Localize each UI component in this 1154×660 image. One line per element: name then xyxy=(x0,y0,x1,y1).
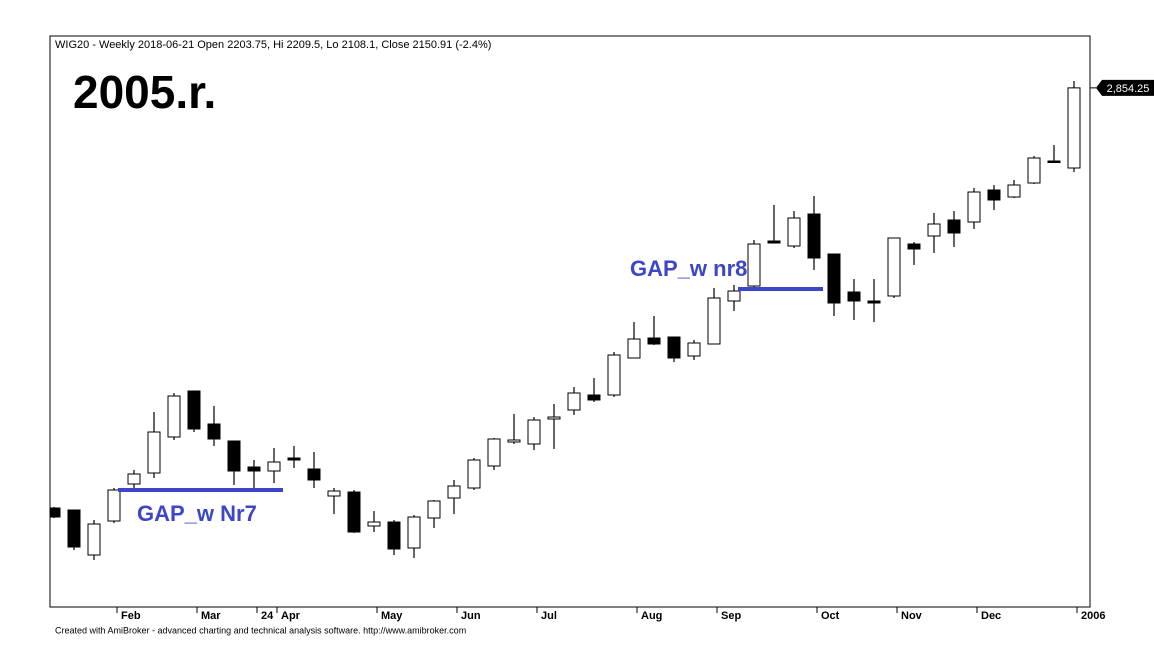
candle-body xyxy=(167,395,181,438)
x-tick-label: Aug xyxy=(641,610,662,622)
candle-body xyxy=(247,466,261,472)
candle-body xyxy=(207,423,221,440)
candle-body xyxy=(947,219,961,234)
x-tick-label: 2006 xyxy=(1081,610,1105,622)
candle-body xyxy=(1007,184,1021,198)
x-tick-label: Feb xyxy=(121,610,141,622)
candle-body xyxy=(307,468,321,481)
candle-body xyxy=(467,459,481,489)
candle-body xyxy=(647,337,661,345)
x-tick-label: Sep xyxy=(721,610,741,622)
candle-body xyxy=(907,243,921,250)
price-label: 2,854.25 xyxy=(1107,83,1150,95)
candle-body xyxy=(1047,160,1061,163)
candle-body xyxy=(107,489,121,522)
candle-body xyxy=(707,297,721,345)
candle-body xyxy=(1027,157,1041,184)
candle-body xyxy=(67,509,81,548)
candle-body xyxy=(627,338,641,359)
x-tick-label: Apr xyxy=(281,610,301,622)
price-label-box xyxy=(1096,79,1154,96)
candle-body xyxy=(267,461,281,472)
x-tick-label: Mar xyxy=(201,610,221,622)
candle-body xyxy=(487,438,501,467)
candle-body xyxy=(1067,87,1081,169)
candle-body xyxy=(607,354,621,396)
candle-body xyxy=(87,523,101,556)
candle-body xyxy=(847,291,861,302)
candle-body xyxy=(367,521,381,527)
gap-label: GAP_w nr8 xyxy=(630,256,747,281)
candle-body xyxy=(427,500,441,519)
candle-body xyxy=(227,440,241,472)
candle-body xyxy=(407,516,421,549)
candle-body xyxy=(187,390,201,430)
candle-body xyxy=(327,490,341,497)
candle-body xyxy=(747,243,761,287)
candle-body xyxy=(787,217,801,247)
candle-body xyxy=(967,191,981,223)
candle-body xyxy=(927,223,941,237)
candle-body xyxy=(887,237,901,297)
candle-body xyxy=(49,507,61,518)
x-tick-label: Nov xyxy=(901,610,923,622)
x-tick-label: May xyxy=(381,610,403,622)
plot-frame xyxy=(49,35,1091,608)
candle-body xyxy=(587,394,601,401)
header: WIG20 - Weekly 2018-06-21 Open 2203.75, … xyxy=(55,39,491,51)
candle-body xyxy=(807,213,821,259)
candle-body xyxy=(287,457,301,461)
footer: Created with AmiBroker - advanced charti… xyxy=(55,625,466,635)
candle-body xyxy=(347,491,361,533)
candle-body xyxy=(687,342,701,357)
candle-body xyxy=(387,521,401,550)
x-tick-label: Oct xyxy=(821,610,840,622)
candle-body xyxy=(767,240,781,244)
x-tick-label: Jun xyxy=(461,610,481,622)
candle-body xyxy=(547,416,561,420)
candle-body xyxy=(507,439,521,443)
candle-body xyxy=(447,485,461,499)
x-tick-label: Dec xyxy=(981,610,1001,622)
candle-body xyxy=(867,300,881,304)
x-tick-label: Jul xyxy=(541,610,557,622)
x-tick-label: 24 xyxy=(261,610,274,622)
candle-body xyxy=(567,392,581,411)
candle-body xyxy=(527,419,541,445)
candle-body xyxy=(147,431,161,474)
candle-body xyxy=(727,290,741,302)
candle-body xyxy=(127,473,141,485)
candle-body xyxy=(667,336,681,359)
chart-title: 2005.r. xyxy=(73,66,216,118)
candle-body xyxy=(827,253,841,304)
gap-label: GAP_w Nr7 xyxy=(137,501,257,526)
candle-body xyxy=(987,189,1001,201)
